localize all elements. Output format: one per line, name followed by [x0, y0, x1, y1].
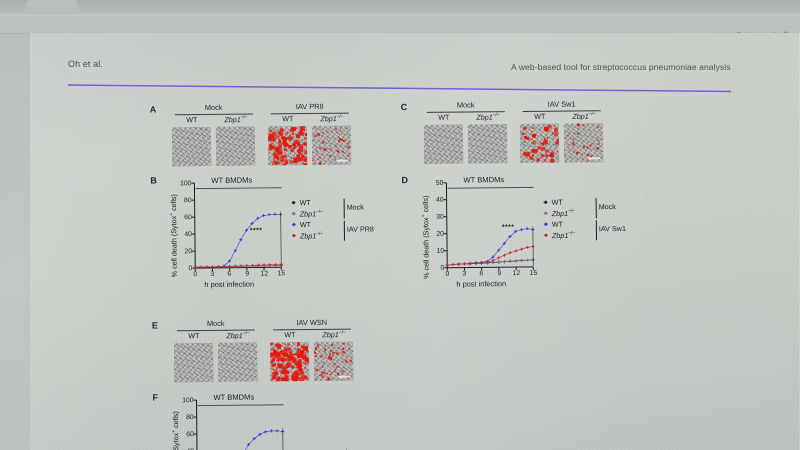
micrograph-c-sw1-wt — [519, 123, 560, 163]
browser-tab[interactable] — [26, 0, 78, 12]
chart-d-xlabel: h post infection — [456, 279, 507, 289]
group-label-mock-c: Mock — [456, 100, 475, 110]
chart-d-xtick-3: 3 — [462, 270, 467, 278]
panel-letter-b: B — [150, 175, 157, 186]
panel-b-chart: % cell death (Sytox+ cells) 100 80 60 40… — [159, 171, 390, 293]
micrograph-e-wsn-wt — [269, 342, 310, 382]
chart-d-legend: WT Zbp1−/− WT Zbp1−/− Mock — [543, 197, 648, 248]
legend-brace-sw1-d — [595, 220, 597, 241]
chart-d-xtick-9: 9 — [497, 270, 502, 278]
chart-f-plot — [193, 399, 285, 450]
chart-b-xtick-0: 0 — [193, 271, 198, 279]
legend-group-mock-b: Mock — [346, 202, 364, 212]
figure-container: A Mock IAV PR8 WT Zbp1−/− WT Zbp1−/− — [30, 33, 800, 450]
micrograph-c-mock-zbp1 — [467, 124, 508, 164]
col-head-c-1: WT — [438, 112, 450, 122]
browser-tab-strip — [0, 0, 800, 14]
panel-letter-e: E — [151, 320, 158, 331]
micrograph-e-mock-wt — [173, 342, 214, 383]
legend-label-zbp1-mock-b: Zbp1−/− — [299, 208, 323, 219]
running-head: Oh et al. A web-based tool for streptoco… — [68, 59, 768, 85]
chart-d-xtick-0: 0 — [445, 270, 450, 278]
micrograph-a-mock-zbp1 — [215, 126, 256, 166]
chart-d-xtick-15: 15 — [529, 269, 538, 277]
panel-letter-f: F — [152, 392, 159, 403]
panel-f-chart: % cell death (Sytox+ cells) 100 80 60 40… — [161, 388, 392, 450]
panel-d-chart: % cell death (Sytox+ cells) 50 40 30 20 … — [411, 171, 652, 293]
col-head-a-4: Zbp1−/− — [320, 113, 344, 124]
micrograph-a-pr8-wt — [267, 126, 308, 166]
col-head-c-2: Zbp1−/− — [476, 112, 500, 122]
panel-c-micrographs: Mock IAV Sw1 WT Zbp1−/− WT Zbp1−/− — [423, 99, 606, 171]
legend-marker-wt-pr8-b — [291, 222, 297, 228]
micrograph-e-mock-zbp1 — [217, 342, 258, 382]
legend-label-wt-mock-d: WT — [551, 197, 563, 207]
legend-label-zbp1-pr8-b: Zbp1−/− — [299, 230, 323, 241]
micrograph-c-mock-wt — [423, 124, 464, 164]
legend-marker-wt-sw1-d — [543, 221, 549, 227]
group-label-pr8-a: IAV PR8 — [295, 101, 324, 112]
chart-b-significance: **** — [249, 227, 263, 235]
group-label-sw1-c: IAV Sw1 — [547, 99, 576, 109]
legend-marker-zbp1-sw1-d — [543, 232, 549, 238]
chart-b-xtick-9: 9 — [245, 270, 250, 278]
col-head-e-1: WT — [188, 331, 200, 341]
legend-label-wt-pr8-b: WT — [299, 220, 312, 230]
col-head-c-3: WT — [534, 111, 546, 121]
panel-letter-c: C — [400, 102, 408, 113]
col-head-e-4: Zbp1−/− — [322, 329, 346, 340]
chart-b-xlabel: h post infection — [204, 279, 255, 290]
legend-label-zbp1-mock-d: Zbp1−/− — [551, 208, 575, 218]
chart-d-plot — [443, 182, 535, 271]
col-head-a-1: WT — [186, 115, 198, 125]
legend-brace-mock-d — [595, 198, 597, 219]
chart-d-xtick-6: 6 — [479, 270, 484, 278]
micrograph-a-mock-wt — [171, 126, 212, 167]
col-head-a-2: Zbp1−/− — [224, 114, 248, 125]
col-head-c-4: Zbp1−/− — [572, 111, 596, 121]
col-head-e-2: Zbp1−/− — [226, 330, 250, 341]
legend-group-sw1-d: IAV Sw1 — [598, 223, 626, 234]
chart-b-xtick-6: 6 — [227, 270, 232, 278]
col-head-e-3: WT — [284, 330, 296, 340]
chart-b-xtick-15: 15 — [277, 270, 286, 278]
micrograph-c-sw1-zbp1 — [563, 123, 604, 163]
group-label-mock-a: Mock — [204, 102, 223, 113]
legend-marker-zbp1-pr8-b — [291, 233, 297, 239]
legend-brace-pr8-b — [343, 220, 345, 241]
legend-group-pr8-b: IAV PR8 — [346, 224, 374, 234]
micrograph-a-pr8-zbp1 — [311, 125, 352, 165]
col-head-a-3: WT — [282, 114, 294, 124]
running-head-title: A web-based tool for streptococcus pneum… — [511, 62, 731, 72]
panel-e-micrographs: Mock IAV WSN WT Zbp1−/− WT Zbp1−/− — [173, 318, 356, 390]
chart-b-legend: WT Zbp1−/− WT Zbp1−/− Mock — [291, 197, 389, 248]
chart-d-significance: **** — [501, 224, 515, 232]
legend-marker-zbp1-mock-b — [291, 211, 297, 217]
chart-b-plot — [191, 182, 283, 272]
legend-label-wt-sw1-d: WT — [551, 219, 564, 229]
running-head-authors: Oh et al. — [68, 59, 103, 69]
legend-marker-wt-mock-b — [291, 200, 297, 206]
legend-marker-zbp1-mock-d — [543, 210, 549, 216]
group-label-mock-e: Mock — [206, 318, 225, 329]
micrograph-e-wsn-zbp1 — [313, 341, 354, 381]
chart-b-xtick-3: 3 — [210, 270, 215, 278]
legend-marker-wt-mock-d — [543, 199, 549, 205]
panel-a-micrographs: Mock IAV PR8 WT Zbp1−/− WT Zbp1−/− — [171, 102, 354, 174]
chart-b-xtick-12: 12 — [260, 270, 269, 278]
legend-group-mock-d: Mock — [598, 202, 616, 212]
panel-letter-a: A — [149, 104, 157, 115]
legend-label-wt-mock-b: WT — [299, 198, 311, 208]
panel-letter-d: D — [401, 175, 408, 186]
legend-label-zbp1-sw1-d: Zbp1−/− — [551, 230, 575, 240]
chart-d-xtick-12: 12 — [512, 270, 521, 278]
group-label-wsn-e: IAV WSN — [296, 317, 328, 328]
pdf-toolbar: Find text or tools — [0, 14, 800, 38]
legend-brace-mock-b — [343, 198, 345, 219]
pdf-page[interactable]: Oh et al. A web-based tool for streptoco… — [30, 33, 800, 450]
header-divider — [68, 84, 731, 93]
